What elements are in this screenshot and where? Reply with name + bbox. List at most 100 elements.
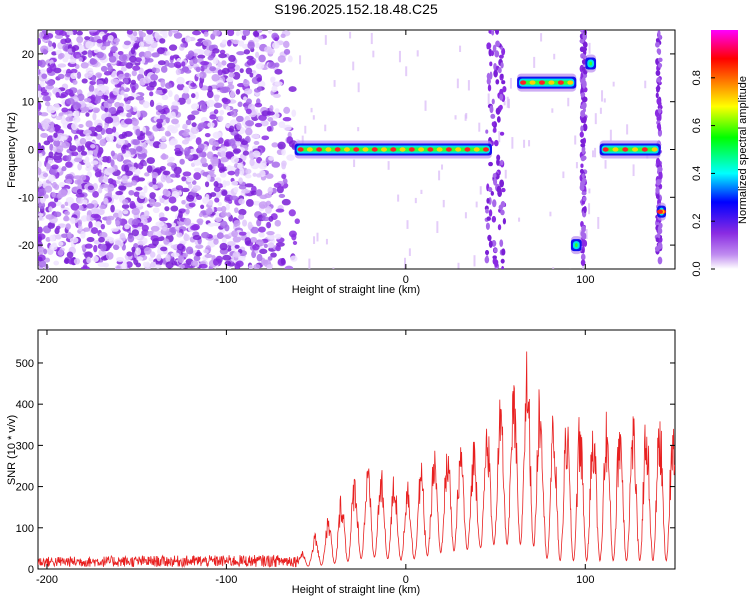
noise-speck (256, 253, 263, 262)
noise-speck (95, 125, 103, 133)
noise-speck (213, 238, 219, 245)
noise-column-speck (581, 138, 585, 144)
noise-speck (90, 213, 100, 219)
noise-speck (254, 42, 260, 49)
noise-speck (137, 222, 144, 227)
noise-speck (122, 60, 127, 66)
noise-column-speck (497, 224, 502, 231)
noise-speck (220, 205, 227, 213)
noise-speck (271, 142, 279, 148)
noise-speck (133, 191, 140, 197)
noise-streak (562, 171, 565, 179)
band-peak (567, 80, 574, 85)
noise-speck (103, 197, 109, 205)
noise-streak (509, 77, 512, 89)
noise-speck (277, 141, 286, 150)
x-tick-label: -200 (36, 274, 58, 286)
noise-speck (157, 60, 166, 66)
noise-speck (82, 106, 90, 112)
noise-speck (221, 39, 228, 45)
noise-speck (114, 101, 121, 108)
noise-speck (281, 148, 286, 156)
noise-streak (594, 113, 597, 125)
noise-column-speck (484, 249, 490, 256)
noise-speck (282, 117, 292, 122)
noise-column-speck (498, 204, 504, 211)
noise-speck (214, 211, 220, 217)
noise-speck (151, 52, 160, 58)
noise-speck (278, 193, 286, 199)
noise-speck (190, 82, 197, 87)
band-peak (353, 147, 360, 152)
noise-speck (122, 210, 129, 215)
noise-speck (123, 93, 129, 98)
noise-streak (325, 238, 328, 245)
noise-streak (569, 268, 572, 269)
noise-speck (110, 46, 118, 52)
noise-speck (182, 86, 190, 94)
noise-speck (266, 126, 272, 132)
noise-speck (180, 43, 186, 48)
noise-column-speck (657, 242, 663, 250)
noise-speck (211, 145, 217, 151)
noise-speck (65, 173, 74, 181)
noise-speck (185, 208, 190, 215)
noise-speck (274, 219, 282, 227)
noise-speck (185, 246, 194, 255)
noise-speck (190, 260, 199, 267)
noise-speck (60, 204, 65, 209)
noise-speck (202, 196, 210, 204)
noise-speck (149, 99, 155, 108)
noise-speck (79, 174, 87, 181)
noise-column-speck (500, 73, 504, 79)
noise-speck (197, 54, 206, 59)
noise-speck (104, 107, 109, 113)
noise-speck (87, 150, 94, 156)
noise-speck (230, 155, 240, 164)
noise-speck (151, 67, 157, 73)
noise-speck (278, 121, 286, 129)
noise-speck (198, 80, 204, 89)
noise-column-speck (657, 107, 662, 114)
noise-column-speck (486, 42, 492, 50)
noise-streak (454, 115, 457, 120)
noise-speck (186, 177, 194, 183)
noise-column-speck (502, 218, 507, 225)
noise-speck (220, 156, 229, 163)
band-peak (602, 147, 609, 152)
noise-speck (82, 129, 92, 136)
noise-speck (40, 132, 49, 139)
noise-speck (274, 108, 280, 114)
noise-speck (42, 172, 49, 178)
noise-speck (228, 72, 235, 78)
noise-speck (258, 114, 267, 121)
noise-streak (442, 199, 445, 208)
noise-speck (195, 251, 203, 257)
noise-speck (158, 212, 165, 219)
noise-speck (65, 223, 71, 230)
noise-speck (267, 256, 273, 261)
band-core (603, 147, 657, 152)
noise-speck (181, 139, 189, 145)
noise-column-speck (580, 118, 585, 124)
noise-speck (124, 223, 130, 230)
noise-speck (149, 91, 154, 97)
snr-xlabel: Height of straight line (km) (292, 584, 420, 596)
noise-column-speck (582, 123, 588, 132)
noise-streak (597, 216, 600, 229)
band-peak (612, 147, 619, 152)
noise-speck (86, 236, 95, 243)
noise-speck (112, 244, 120, 251)
noise-column-speck (582, 196, 587, 202)
noise-speck (192, 185, 201, 192)
noise-column-speck (581, 172, 585, 179)
noise-speck (38, 122, 42, 129)
noise-streak (465, 112, 468, 119)
noise-speck (186, 37, 192, 42)
noise-speck (51, 164, 59, 170)
noise-speck (219, 49, 226, 55)
noise-column-speck (580, 163, 584, 168)
noise-speck (245, 108, 252, 115)
noise-streak (406, 220, 409, 229)
